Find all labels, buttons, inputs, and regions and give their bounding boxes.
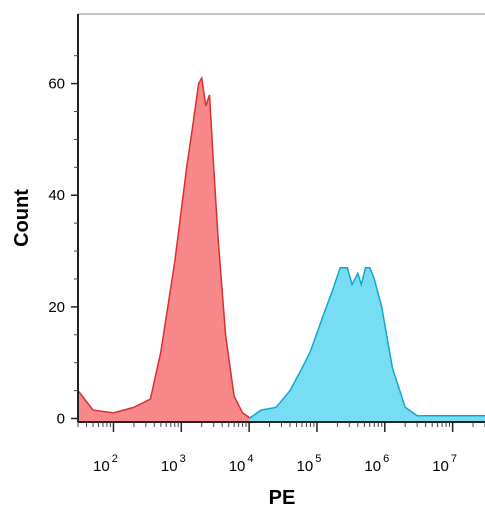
y-axis-title: Count	[11, 189, 33, 247]
histogram-series-2-fill	[249, 267, 485, 422]
histogram-series-1-line	[77, 75, 255, 420]
x-tick-label-6: 10 6	[364, 453, 389, 475]
histogram-series-1-fill	[78, 78, 255, 422]
histogram-series-2-line	[248, 267, 485, 420]
y-tick-label-0: 0	[57, 411, 65, 428]
axes-layer: 0 20 40 60 10 2 10 3 10 4 10 5 10 6 10 7	[48, 13, 485, 475]
x-tick-label-7: 10 7	[432, 453, 457, 475]
x-axis-title: PE	[269, 487, 296, 509]
y-tick-label-40: 40	[48, 187, 65, 204]
series-layer	[77, 75, 485, 422]
x-tick-label-4: 10 4	[229, 453, 254, 475]
x-tick-label-3: 10 3	[161, 453, 186, 475]
y-tick-label-60: 60	[48, 76, 65, 93]
x-tick-label-2: 10 2	[93, 453, 118, 475]
y-tick-label-20: 20	[48, 299, 65, 316]
x-tick-label-5: 10 5	[297, 453, 322, 475]
